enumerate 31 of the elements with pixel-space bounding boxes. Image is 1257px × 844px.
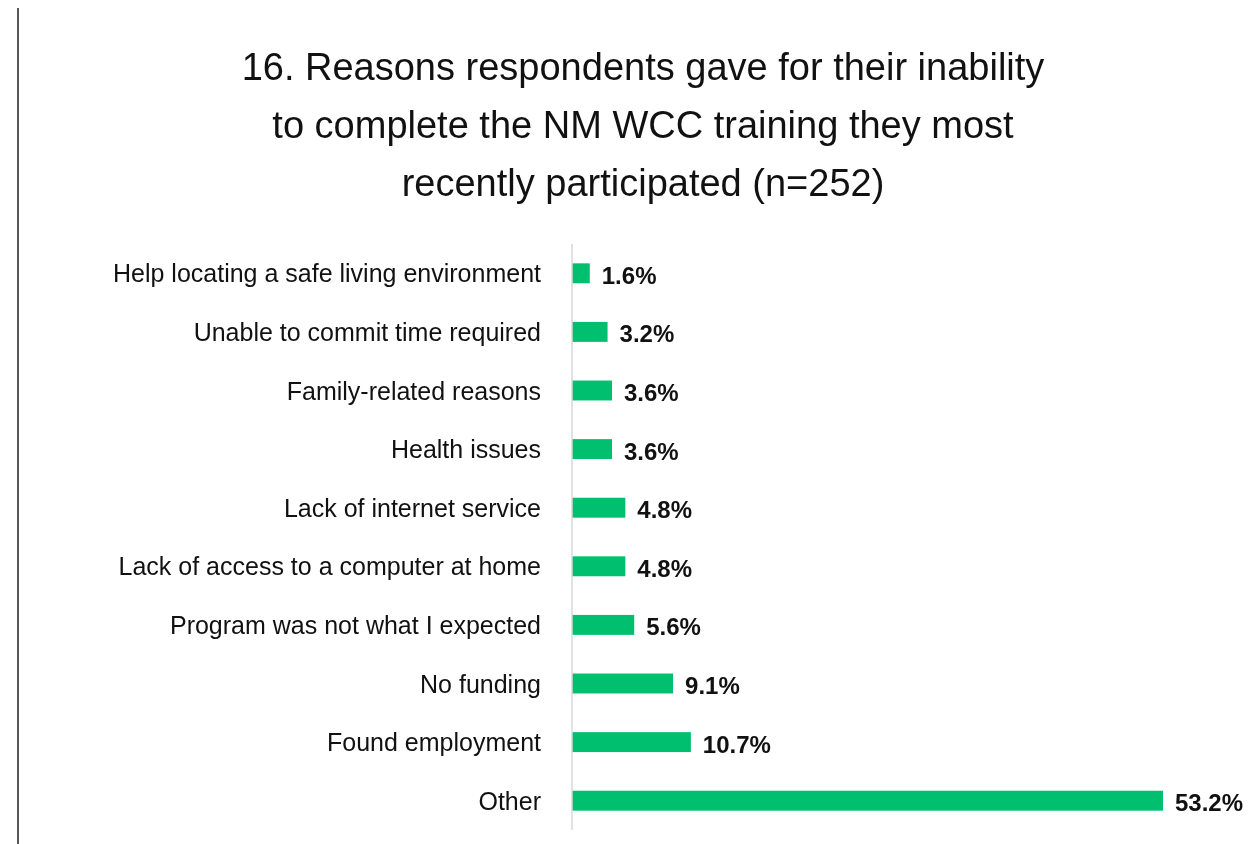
bar bbox=[572, 790, 1163, 811]
data-label: 4.8% bbox=[637, 554, 693, 582]
bar bbox=[572, 263, 590, 284]
data-label: 1.6% bbox=[601, 261, 657, 289]
bar bbox=[572, 439, 612, 460]
bar bbox=[572, 556, 626, 577]
y-tick-label: Health issues bbox=[390, 435, 541, 464]
y-tick-label: Other bbox=[478, 786, 541, 815]
data-label: 3.6% bbox=[623, 437, 679, 465]
y-tick-label: Lack of access to a computer at home bbox=[118, 552, 541, 581]
data-label: 3.2% bbox=[619, 320, 675, 348]
data-label: 53.2% bbox=[1175, 789, 1244, 817]
bar bbox=[572, 673, 674, 694]
y-tick-label: No funding bbox=[420, 669, 541, 698]
y-tick-label: Family-related reasons bbox=[286, 376, 541, 405]
bar bbox=[572, 614, 635, 635]
y-tick-label: Help locating a safe living environment bbox=[112, 259, 542, 288]
y-tick-label: Program was not what I expected bbox=[169, 610, 541, 639]
y-tick-label: Lack of internet service bbox=[283, 493, 541, 522]
bar bbox=[572, 321, 608, 342]
chart-title: 16. Reasons respondents gave for their inability to complete the NM WCC training they most recently participated (n=252) bbox=[241, 46, 1045, 204]
data-label: 5.6% bbox=[646, 613, 701, 641]
data-label: 10.7% bbox=[702, 730, 771, 758]
y-tick-label: Found employment bbox=[326, 728, 542, 757]
data-label: 4.8% bbox=[637, 496, 693, 524]
bar bbox=[572, 732, 691, 753]
bar bbox=[572, 380, 612, 401]
bar bbox=[572, 497, 626, 518]
y-tick-label: Unable to commit time required bbox=[193, 317, 541, 346]
data-label: 9.1% bbox=[685, 672, 740, 699]
data-label: 3.6% bbox=[623, 379, 679, 406]
